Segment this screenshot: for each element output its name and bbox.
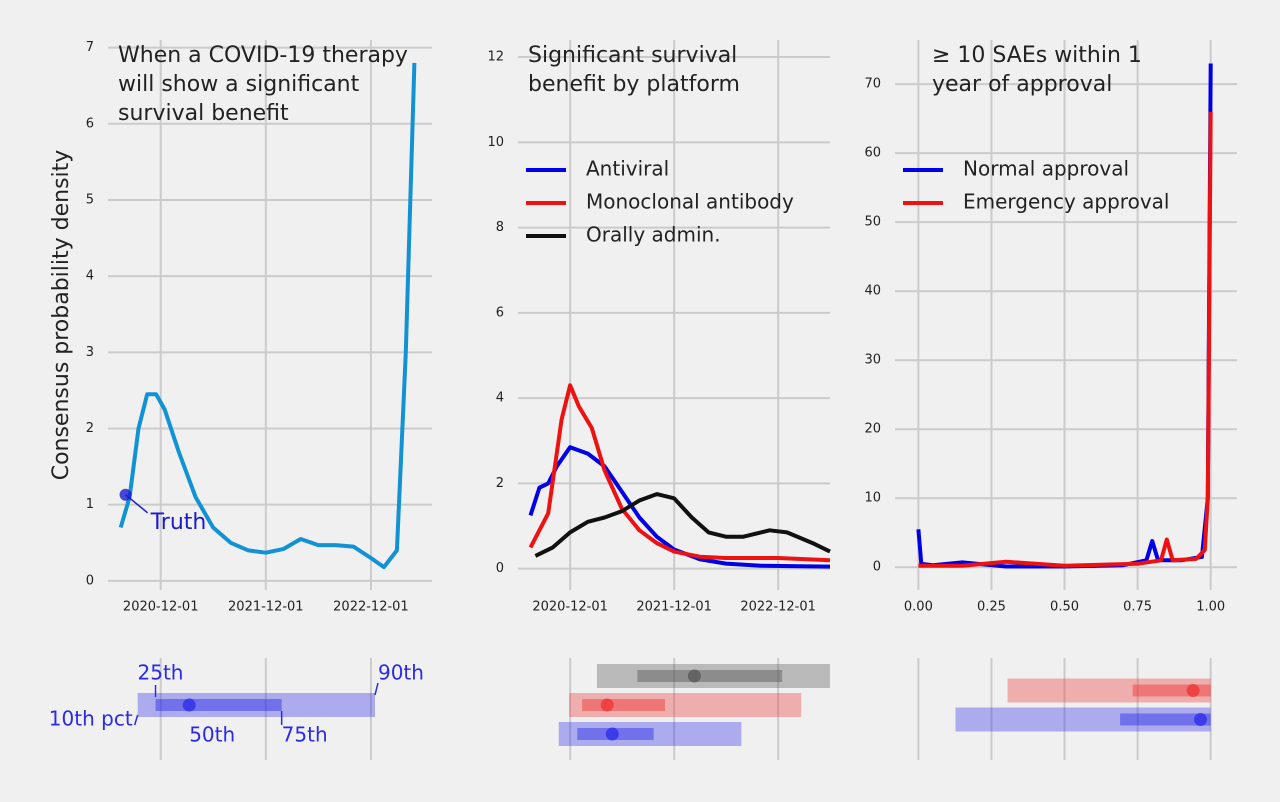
y-tick-label: 3 (86, 345, 94, 360)
median-point (1193, 713, 1207, 726)
interval-25-75 (582, 699, 666, 711)
percentile-label: 75th (282, 723, 328, 747)
chart-title: ≥ 10 SAEs within 1 (932, 43, 1142, 68)
y-tick-label: 0 (496, 561, 504, 576)
line (918, 111, 1213, 568)
legend-label: Normal approval (963, 157, 1129, 181)
chart-title: survival benefit (118, 101, 289, 126)
y-axis-label: Consensus probability density (49, 150, 74, 481)
y-tick-label: 8 (496, 220, 504, 235)
x-tick-label: 0.25 (977, 600, 1006, 615)
median-point (605, 727, 619, 741)
percentile-label: 50th (189, 723, 235, 747)
interval-10-90 (955, 707, 1211, 732)
percentile-label: 90th (378, 661, 424, 685)
percentile-label: 10th pct (49, 707, 133, 731)
y-tick-label: 4 (496, 391, 504, 406)
chart-title: When a COVID-19 therapy (118, 43, 408, 68)
legend-label: Emergency approval (963, 190, 1169, 214)
median-point (600, 698, 614, 712)
interval-25-75 (155, 699, 282, 711)
legend-label: Monoclonal antibody (586, 190, 794, 214)
chart-title: will show a significant (118, 72, 360, 97)
legend-label: Orally admin. (586, 223, 721, 247)
x-tick-label: 2022-12-01 (333, 600, 409, 615)
y-tick-label: 10 (864, 491, 881, 506)
y-tick-label: 50 (864, 215, 881, 230)
x-tick-label: 0.75 (1123, 600, 1152, 615)
y-tick-label: 6 (86, 116, 94, 131)
x-tick-label: 2022-12-01 (740, 600, 816, 615)
y-tick-label: 40 (864, 284, 881, 299)
chart-title: benefit by platform (528, 72, 740, 97)
y-tick-label: 0 (873, 560, 881, 575)
x-tick-label: 2021-12-01 (636, 600, 712, 615)
chart-title: year of approval (932, 72, 1112, 97)
x-tick-label: 0.50 (1050, 600, 1079, 615)
y-tick-label: 6 (496, 305, 504, 320)
label-tick (374, 682, 379, 696)
interval-10-90 (137, 693, 375, 717)
interval-10-90 (558, 722, 742, 746)
line (528, 445, 831, 569)
interval-25-75 (637, 670, 783, 682)
y-tick-label: 70 (864, 77, 881, 92)
median-point (182, 698, 196, 712)
y-tick-label: 30 (864, 353, 881, 368)
y-tick-label: 0 (86, 573, 94, 588)
x-tick-label: 2020-12-01 (123, 600, 199, 615)
y-tick-label: 12 (487, 50, 504, 65)
x-tick-label: 1.00 (1196, 600, 1225, 615)
y-tick-label: 60 (864, 146, 881, 161)
median-point (687, 669, 701, 683)
x-tick-label: 0.00 (904, 600, 933, 615)
line (534, 492, 831, 558)
legend-label: Antiviral (586, 157, 669, 181)
y-tick-label: 7 (86, 40, 94, 55)
percentile-label: 25th (138, 661, 184, 685)
y-tick-label: 4 (86, 269, 94, 284)
interval-25-75 (1120, 713, 1211, 726)
y-tick-label: 10 (487, 135, 504, 150)
y-tick-label: 20 (864, 422, 881, 437)
annotation-label: Truth (150, 510, 207, 535)
truth-point (119, 488, 132, 501)
chart-title: Significant survival (528, 43, 737, 68)
interval-10-90 (1007, 678, 1211, 703)
label-tick (133, 714, 139, 726)
interval-10-90 (596, 664, 830, 688)
line (118, 62, 417, 570)
median-point (1186, 684, 1200, 697)
y-tick-label: 2 (86, 421, 94, 436)
x-tick-label: 2020-12-01 (532, 600, 608, 615)
y-tick-label: 2 (496, 476, 504, 491)
y-tick-label: 1 (86, 497, 94, 512)
x-tick-label: 2021-12-01 (228, 600, 304, 615)
y-tick-label: 5 (86, 192, 94, 207)
